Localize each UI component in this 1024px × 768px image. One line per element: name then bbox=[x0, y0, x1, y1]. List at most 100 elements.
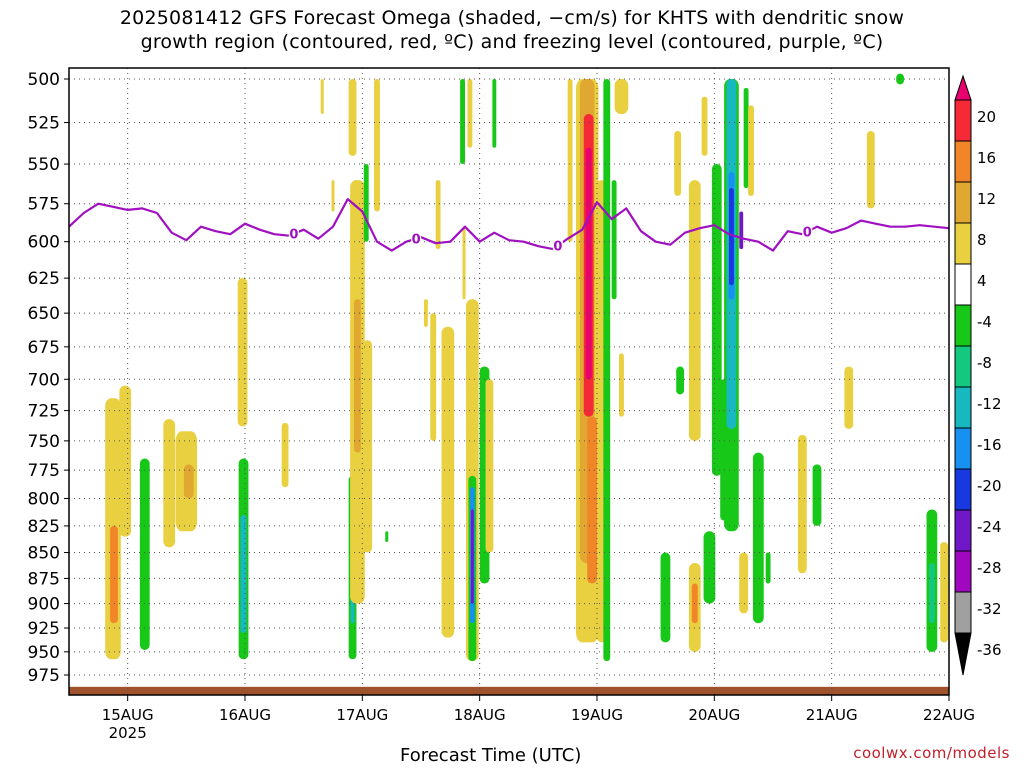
colorbar-label: 20 bbox=[977, 108, 996, 126]
y-tick-label: 875 bbox=[28, 569, 60, 589]
omega-region bbox=[374, 79, 380, 212]
omega-region bbox=[110, 525, 118, 624]
omega-shading-layer bbox=[105, 73, 949, 662]
contour-label-bg bbox=[552, 238, 563, 252]
colorbar-label: -24 bbox=[977, 518, 1002, 536]
freezing-level-label: 0 bbox=[803, 226, 812, 241]
omega-region bbox=[797, 434, 807, 574]
omega-region bbox=[611, 180, 617, 300]
omega-region bbox=[748, 105, 754, 196]
omega-region bbox=[928, 562, 935, 624]
colorbar-swatch bbox=[954, 468, 972, 511]
omega-region bbox=[363, 164, 369, 242]
omega-region bbox=[281, 422, 289, 488]
colorbar-top-arrow bbox=[954, 74, 972, 101]
omega-region bbox=[423, 299, 428, 327]
omega-region bbox=[119, 385, 132, 537]
x-tick-label: 15AUG bbox=[102, 706, 154, 724]
y-tick-label: 775 bbox=[28, 461, 60, 481]
omega-region bbox=[765, 552, 771, 584]
y-tick-label: 500 bbox=[28, 70, 60, 90]
colorbar-swatch bbox=[954, 386, 972, 429]
omega-region bbox=[729, 188, 734, 286]
omega-region bbox=[701, 96, 708, 156]
omega-region bbox=[240, 515, 247, 633]
colorbar-swatch bbox=[954, 263, 972, 306]
y-tick-label: 975 bbox=[28, 666, 60, 686]
y-tick-label: 650 bbox=[28, 304, 60, 324]
y-tick-label: 850 bbox=[28, 544, 60, 564]
freezing-level-layer: 0 0 0 0 bbox=[68, 198, 950, 255]
omega-region bbox=[603, 79, 611, 662]
omega-region bbox=[703, 531, 716, 604]
terrain-fill bbox=[69, 686, 949, 695]
omega-region bbox=[688, 180, 701, 441]
y-tick-label: 750 bbox=[28, 432, 60, 452]
omega-region bbox=[237, 278, 248, 427]
y-tick-label: 625 bbox=[28, 269, 60, 289]
omega-region bbox=[739, 211, 744, 250]
y-tick-label: 675 bbox=[28, 338, 60, 358]
x-tick-label: 16AUG bbox=[219, 706, 271, 724]
omega-region bbox=[844, 366, 854, 429]
x-tick-sublabel: 2025 bbox=[109, 724, 147, 742]
grid-layer bbox=[69, 68, 950, 695]
omega-region bbox=[567, 79, 573, 242]
colorbar-swatch bbox=[954, 427, 972, 470]
contour-label-bg bbox=[802, 224, 813, 238]
omega-region bbox=[660, 552, 671, 643]
omega-region bbox=[485, 379, 494, 553]
y-tick-label: 575 bbox=[28, 195, 60, 215]
colorbar-label: 16 bbox=[977, 149, 996, 167]
x-axis-label: Forecast Time (UTC) bbox=[400, 745, 582, 766]
freezing-level-label: 0 bbox=[289, 228, 298, 243]
colorbar-swatch bbox=[954, 550, 972, 593]
omega-region bbox=[467, 79, 473, 148]
axes-layer: 500 525 550 575 600 625 650 675 700 725 750 775 800 8… bbox=[28, 67, 975, 742]
omega-region bbox=[940, 541, 949, 643]
omega-region bbox=[492, 79, 497, 148]
colorbar-swatch bbox=[954, 304, 972, 347]
omega-region bbox=[896, 73, 905, 85]
freezing-level-label: 0 bbox=[412, 233, 421, 248]
colorbar-label: -16 bbox=[977, 436, 1002, 454]
y-tick-label: 700 bbox=[28, 370, 60, 390]
omega-region bbox=[183, 464, 194, 499]
colorbar-label: 4 bbox=[977, 272, 987, 290]
colorbar-label: -4 bbox=[977, 313, 992, 331]
watermark-text: coolwx.com/models bbox=[853, 744, 1010, 762]
terrain-layer bbox=[69, 686, 949, 695]
freezing-level-contour bbox=[68, 198, 950, 252]
contour-label-bg bbox=[411, 231, 422, 245]
omega-region bbox=[866, 131, 875, 209]
colorbar-label: -28 bbox=[977, 559, 1002, 577]
x-tick-label: 18AUG bbox=[454, 706, 506, 724]
y-tick-label: 800 bbox=[28, 489, 60, 509]
omega-region bbox=[320, 79, 324, 115]
omega-region bbox=[674, 131, 682, 196]
omega-region bbox=[435, 180, 441, 250]
omega-region bbox=[619, 353, 624, 417]
omega-region bbox=[460, 79, 465, 165]
colorbar-label: -36 bbox=[977, 641, 1002, 659]
omega-region bbox=[139, 458, 150, 650]
y-tick-label: 900 bbox=[28, 595, 60, 615]
omega-region bbox=[385, 531, 389, 542]
omega-region bbox=[362, 340, 373, 553]
omega-region bbox=[163, 419, 176, 548]
freezing-level-label: 0 bbox=[553, 240, 562, 255]
y-tick-label: 725 bbox=[28, 402, 60, 422]
omega-region bbox=[739, 552, 749, 614]
chart-title-line-1: 2025081412 GFS Forecast Omega (shaded, −… bbox=[119, 7, 905, 29]
x-tick-label: 21AUG bbox=[806, 706, 858, 724]
omega-region bbox=[348, 79, 357, 156]
colorbar-swatch bbox=[954, 591, 972, 634]
colorbar-label: 12 bbox=[977, 190, 996, 208]
omega-region bbox=[752, 452, 764, 624]
y-tick-label: 600 bbox=[28, 233, 60, 253]
y-tick-label: 925 bbox=[28, 619, 60, 639]
contour-label-bg bbox=[288, 226, 299, 240]
omega-region bbox=[743, 87, 749, 189]
omega-region bbox=[430, 313, 437, 441]
